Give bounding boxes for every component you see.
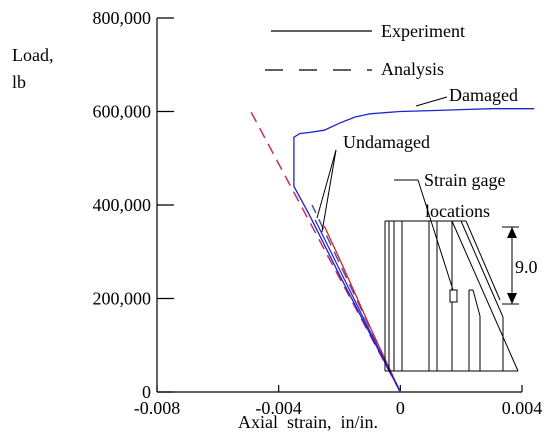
strain-gage-marker xyxy=(449,289,458,303)
inset-leader xyxy=(417,179,454,291)
legend: Experiment Analysis xyxy=(265,21,465,79)
y-tick-label: 200,000 xyxy=(93,289,152,309)
inset-title-line-2: locations xyxy=(425,201,490,221)
x-axis-label: Axial strain, in/in. xyxy=(238,412,378,432)
annotation-damaged: Damaged xyxy=(449,85,518,105)
inset-member xyxy=(460,220,504,318)
y-tick-label: 400,000 xyxy=(93,195,152,215)
y-axis-label-line-2: lb xyxy=(12,72,26,92)
inset-member xyxy=(465,220,501,301)
y-tick-label: 0 xyxy=(142,382,151,402)
y-axis-label-line-1: Load, xyxy=(12,45,53,65)
x-tick-label: -0.004 xyxy=(255,398,302,418)
y-tick-label: 800,000 xyxy=(93,8,152,28)
series-line xyxy=(293,108,535,393)
inset-member xyxy=(451,220,519,372)
annotation-undamaged: Undamaged xyxy=(343,132,430,152)
strain-gage-inset xyxy=(384,179,519,372)
dimension-arrow xyxy=(507,293,517,304)
inset-title-line-1: Strain gage xyxy=(424,170,505,190)
x-tick-labels: -0.008 -0.004 0 0.004 xyxy=(134,398,543,418)
series-line xyxy=(311,204,401,393)
annotation-leader xyxy=(316,149,337,219)
x-tick-label: 0.004 xyxy=(502,398,543,418)
x-tick-label: 0 xyxy=(396,398,405,418)
inset-dimension-label: 9.0 xyxy=(515,257,538,277)
legend-entry-label: Experiment xyxy=(381,21,465,41)
axes xyxy=(156,17,523,393)
x-tick-label: -0.008 xyxy=(134,398,181,418)
y-tick-label: 600,000 xyxy=(93,102,152,122)
annotation-leader xyxy=(321,149,337,233)
y-tick-labels: 0 200,000 400,000 600,000 800,000 xyxy=(93,8,152,402)
dimension-arrow xyxy=(507,227,517,238)
annotation-leader xyxy=(415,96,448,107)
legend-entry-label: Analysis xyxy=(381,59,444,79)
inset-member xyxy=(472,289,481,317)
